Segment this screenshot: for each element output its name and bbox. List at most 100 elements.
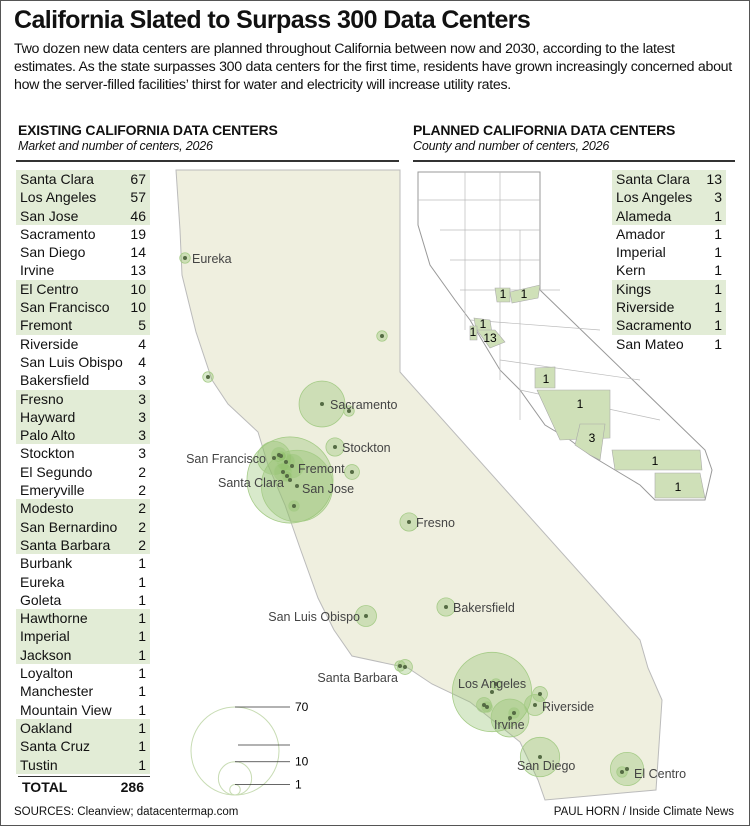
row-name: Santa Cruz <box>20 738 91 755</box>
existing-subheading: Market and number of centers, 2026 <box>18 139 213 153</box>
table-row: Goleta 1 <box>16 591 150 609</box>
planned-table: Santa Clara 13 Los Angeles 3 Alameda 1 Amador 1… <box>612 170 726 353</box>
table-row: Riverside 1 <box>612 298 726 317</box>
row-count: 4 <box>138 335 146 352</box>
table-row: Stockton 3 <box>16 444 150 462</box>
row-name: Stockton <box>20 445 75 462</box>
city-dot <box>512 711 516 715</box>
planned-heading: PLANNED CALIFORNIA DATA CENTERS <box>413 122 676 138</box>
table-row: San Diego 14 <box>16 243 150 261</box>
city-dot <box>533 703 537 707</box>
city-dot <box>364 614 368 618</box>
table-row: Santa Clara 67 <box>16 170 150 189</box>
city-dot <box>333 445 337 449</box>
table-row: Kings 1 <box>612 279 726 299</box>
divider <box>413 160 735 162</box>
table-row: San Mateo 1 <box>612 335 726 353</box>
map-label: San Francisco <box>186 452 266 466</box>
city-dot <box>285 474 289 478</box>
row-count: 14 <box>130 244 146 261</box>
row-count: 46 <box>130 207 146 224</box>
table-row: El Segundo 2 <box>16 463 150 481</box>
total-label: TOTAL <box>22 779 68 795</box>
row-count: 1 <box>138 573 146 590</box>
row-name: Santa Barbara <box>20 536 111 553</box>
existing-table: Santa Clara 67 Los Angeles 57 San Jose 46 Sacr… <box>16 170 150 774</box>
map-label: Santa Barbara <box>317 671 398 685</box>
row-count: 3 <box>138 408 146 425</box>
table-row: Hayward 3 <box>16 407 150 427</box>
planned-county <box>509 284 541 304</box>
row-count: 1 <box>714 280 722 297</box>
row-name: Riverside <box>20 335 79 352</box>
row-count: 1 <box>138 610 146 627</box>
planned-county <box>611 449 703 471</box>
map-label: Riverside <box>542 700 594 714</box>
row-name: Sacramento <box>616 317 692 334</box>
legend-circle <box>229 783 241 796</box>
planned-county <box>534 366 556 389</box>
row-name: Amador <box>616 225 666 242</box>
row-count: 1 <box>714 207 722 224</box>
row-name: Los Angeles <box>616 189 693 206</box>
divider <box>18 776 150 777</box>
sources: SOURCES: Cleanview; datacentermap.com <box>14 806 239 818</box>
county-count-label: 1 <box>521 287 528 301</box>
table-row: Alameda 1 <box>612 206 726 225</box>
city-dot <box>183 256 187 260</box>
row-count: 1 <box>714 262 722 279</box>
table-row: Imperial 1 <box>612 243 726 261</box>
row-name: Bakersfield <box>20 372 90 389</box>
table-row: Mountain View 1 <box>16 701 150 719</box>
map-label: El Centro <box>634 767 686 781</box>
row-count: 3 <box>138 390 146 407</box>
row-count: 1 <box>138 591 146 608</box>
row-name: Kings <box>616 280 652 297</box>
row-count: 3 <box>138 372 146 389</box>
row-name: Eureka <box>20 573 65 590</box>
table-row: Hawthorne 1 <box>16 609 150 628</box>
city-dot <box>284 460 288 464</box>
table-row: Santa Clara 13 <box>612 170 726 189</box>
table-row: Los Angeles 3 <box>612 188 726 207</box>
map-label: Irvine <box>494 718 525 732</box>
map-label: Los Angeles <box>458 677 526 691</box>
city-dot <box>485 705 489 709</box>
city-dot <box>494 682 498 686</box>
city-dot <box>508 716 512 720</box>
row-name: Jackson <box>20 646 72 663</box>
city-dot <box>625 767 629 771</box>
row-name: Mountain View <box>20 701 112 718</box>
row-count: 3 <box>138 427 146 444</box>
map-label: Bakersfield <box>453 601 515 615</box>
county-count-label: 13 <box>483 331 497 345</box>
row-name: Loyalton <box>20 665 73 682</box>
row-name: Hawthorne <box>20 610 88 627</box>
city-dot <box>279 454 283 458</box>
legend-label: 1 <box>295 777 302 791</box>
table-row: Loyalton 1 <box>16 664 150 682</box>
table-row: Fremont 5 <box>16 316 150 335</box>
table-row: Eureka 1 <box>16 573 150 591</box>
map-label: Sacramento <box>330 398 397 412</box>
table-row: Amador 1 <box>612 225 726 243</box>
legend-label: 10 <box>295 755 309 769</box>
row-count: 1 <box>138 628 146 645</box>
row-name: Santa Clara <box>20 171 94 187</box>
table-row: Santa Barbara 2 <box>16 535 150 555</box>
row-count: 57 <box>130 189 146 206</box>
map-label: Santa Clara <box>218 476 284 490</box>
planned-subheading: County and number of centers, 2026 <box>413 139 610 153</box>
row-name: Fresno <box>20 390 64 407</box>
row-count: 1 <box>138 683 146 700</box>
city-dot <box>350 470 354 474</box>
table-row: San Francisco 10 <box>16 298 150 317</box>
row-count: 2 <box>138 463 146 480</box>
row-name: San Mateo <box>616 335 684 352</box>
planned-county <box>654 472 706 499</box>
row-count: 2 <box>138 518 146 535</box>
map-label: Eureka <box>192 252 232 266</box>
table-row: Burbank 1 <box>16 554 150 572</box>
row-name: Burbank <box>20 555 73 572</box>
row-name: Imperial <box>20 628 70 645</box>
